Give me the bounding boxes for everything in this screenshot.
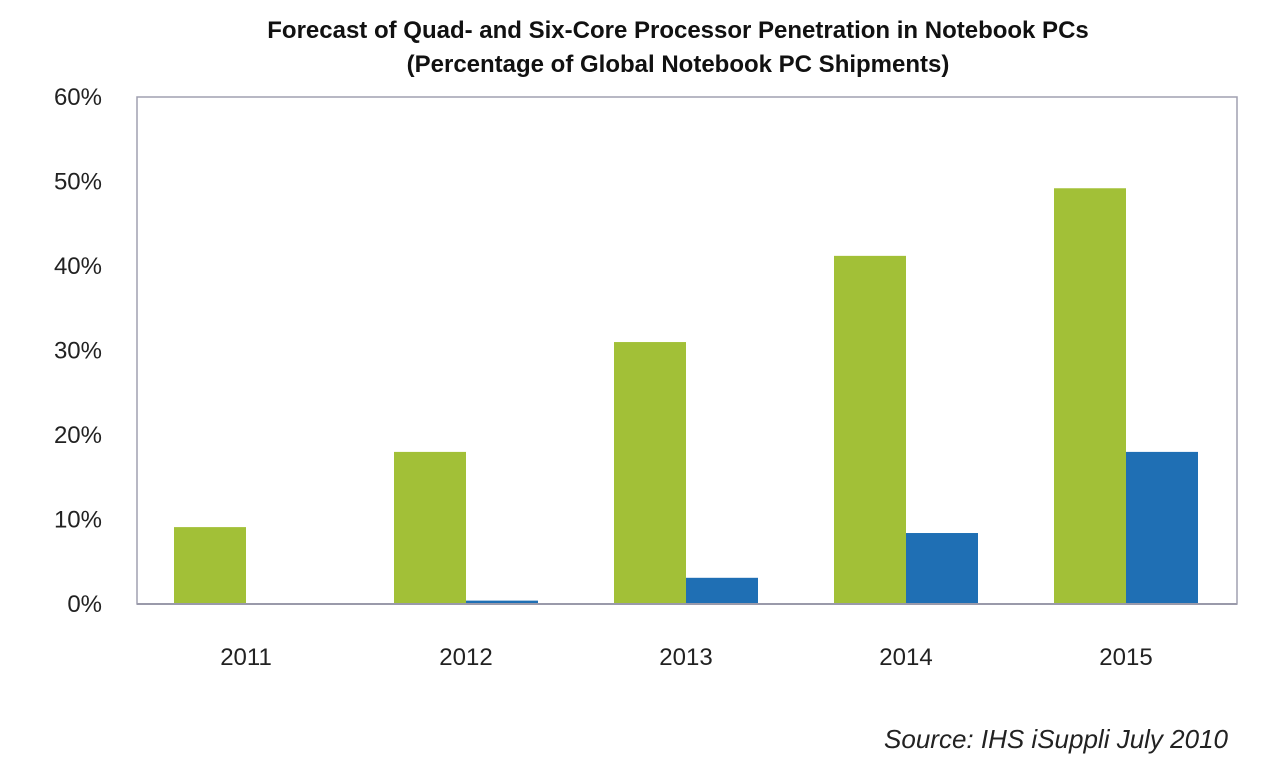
y-tick-label: 0% <box>67 591 102 618</box>
bar-2014-series-1 <box>834 255 906 605</box>
bar-2015-series-2 <box>1126 451 1198 604</box>
x-tick-label: 2012 <box>439 644 492 671</box>
y-tick-label: 40% <box>54 253 102 280</box>
bar-2011-series-1 <box>174 527 246 604</box>
bar-2012-series-1 <box>394 451 466 604</box>
bar-2013-series-1 <box>614 342 686 604</box>
bar-2013-series-2 <box>686 577 758 604</box>
y-tick-label: 30% <box>54 338 102 365</box>
x-tick-label: 2011 <box>220 644 272 671</box>
source-note: Source: IHS iSuppli July 2010 <box>884 724 1229 754</box>
bar-2012-series-2 <box>466 600 538 604</box>
chart-title: Forecast of Quad- and Six-Core Processor… <box>267 17 1089 44</box>
bar-2014-series-2 <box>906 533 978 604</box>
chart-subtitle: (Percentage of Global Notebook PC Shipme… <box>407 51 950 78</box>
y-tick-label: 50% <box>54 169 102 196</box>
x-tick-label: 2013 <box>659 644 712 671</box>
x-tick-label: 2014 <box>879 644 932 671</box>
x-tick-label: 2015 <box>1099 644 1152 671</box>
bar-2015-series-1 <box>1054 188 1126 604</box>
y-tick-label: 60% <box>54 84 102 111</box>
y-tick-label: 20% <box>54 422 102 449</box>
y-tick-label: 10% <box>54 507 102 534</box>
